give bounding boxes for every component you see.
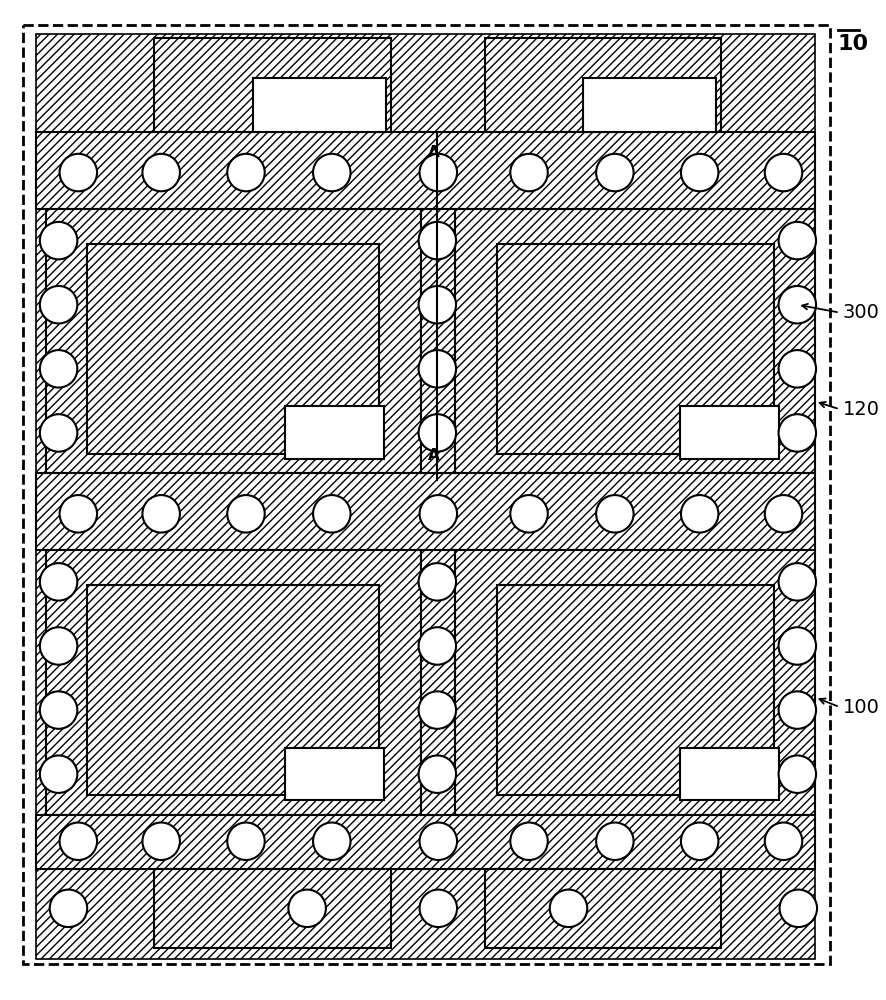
Circle shape <box>227 823 265 860</box>
Circle shape <box>420 154 457 191</box>
Circle shape <box>510 823 548 860</box>
Circle shape <box>313 154 351 191</box>
Bar <box>285 748 384 800</box>
Circle shape <box>681 495 719 533</box>
Circle shape <box>313 495 351 533</box>
Bar <box>154 869 391 948</box>
Bar <box>485 38 721 132</box>
Text: 100: 100 <box>843 698 880 717</box>
Circle shape <box>779 350 816 388</box>
Circle shape <box>418 691 456 729</box>
Bar <box>36 34 815 959</box>
Bar <box>421 209 455 473</box>
Circle shape <box>227 495 265 533</box>
Circle shape <box>779 563 816 601</box>
Circle shape <box>50 890 87 927</box>
Circle shape <box>681 154 719 191</box>
Circle shape <box>418 627 456 665</box>
Circle shape <box>420 495 457 533</box>
Bar <box>46 209 421 473</box>
Text: 10: 10 <box>838 34 869 54</box>
Bar <box>485 869 721 948</box>
Circle shape <box>596 154 633 191</box>
Circle shape <box>779 691 816 729</box>
Circle shape <box>59 495 97 533</box>
Circle shape <box>418 350 456 388</box>
Bar <box>87 244 379 454</box>
Bar <box>421 550 455 815</box>
Bar <box>253 78 386 132</box>
Circle shape <box>40 414 77 452</box>
Circle shape <box>418 286 456 323</box>
Bar <box>285 406 384 459</box>
Circle shape <box>40 563 77 601</box>
Circle shape <box>780 890 817 927</box>
Circle shape <box>420 823 457 860</box>
Circle shape <box>143 154 180 191</box>
Circle shape <box>40 350 77 388</box>
Circle shape <box>143 823 180 860</box>
Circle shape <box>289 890 326 927</box>
Circle shape <box>40 286 77 323</box>
Circle shape <box>596 495 633 533</box>
Circle shape <box>779 627 816 665</box>
Circle shape <box>549 890 587 927</box>
Circle shape <box>510 495 548 533</box>
Circle shape <box>40 222 77 259</box>
Circle shape <box>779 286 816 323</box>
Circle shape <box>510 154 548 191</box>
Circle shape <box>418 414 456 452</box>
Circle shape <box>596 823 633 860</box>
Text: A: A <box>427 448 439 463</box>
Circle shape <box>765 495 802 533</box>
Bar <box>36 815 815 869</box>
Bar <box>496 244 773 454</box>
Circle shape <box>765 823 802 860</box>
Circle shape <box>765 154 802 191</box>
Circle shape <box>779 414 816 452</box>
Bar <box>46 550 421 815</box>
Bar <box>154 38 391 132</box>
Bar <box>496 585 773 795</box>
Text: A: A <box>427 145 439 160</box>
Circle shape <box>40 627 77 665</box>
Circle shape <box>779 755 816 793</box>
Circle shape <box>59 823 97 860</box>
Circle shape <box>40 755 77 793</box>
Circle shape <box>418 222 456 259</box>
Bar <box>680 406 779 459</box>
Circle shape <box>59 154 97 191</box>
Circle shape <box>418 563 456 601</box>
Bar <box>36 473 815 550</box>
Bar <box>36 132 815 209</box>
Circle shape <box>313 823 351 860</box>
Circle shape <box>227 154 265 191</box>
Circle shape <box>779 222 816 259</box>
Text: 300: 300 <box>843 303 880 322</box>
Text: 120: 120 <box>843 400 880 419</box>
Bar <box>455 550 815 815</box>
Circle shape <box>681 823 719 860</box>
Bar <box>583 78 717 132</box>
Bar <box>680 748 779 800</box>
Circle shape <box>40 691 77 729</box>
Circle shape <box>418 755 456 793</box>
Circle shape <box>420 890 457 927</box>
Circle shape <box>143 495 180 533</box>
Bar <box>455 209 815 473</box>
Bar <box>87 585 379 795</box>
